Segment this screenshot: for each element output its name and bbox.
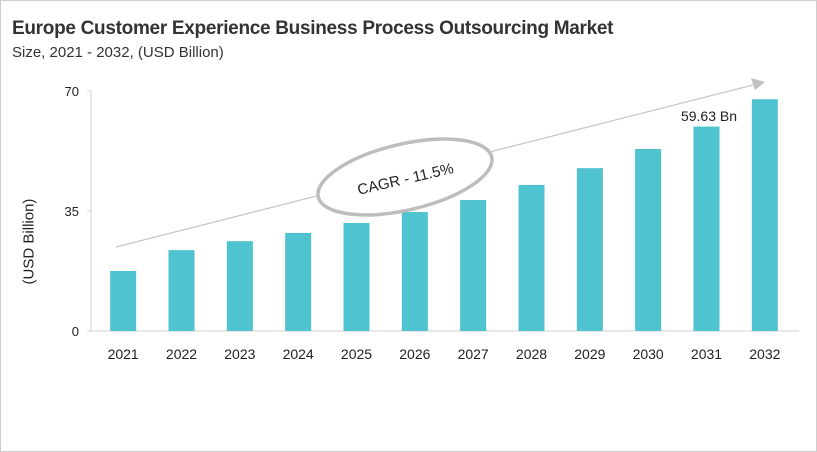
bar-2025 bbox=[343, 223, 370, 331]
chart-title: Europe Customer Experience Business Proc… bbox=[12, 18, 614, 39]
bar-2024 bbox=[285, 232, 312, 331]
x-tick-label: 2028 bbox=[516, 346, 547, 362]
x-tick-label: 2030 bbox=[633, 346, 664, 362]
x-tick-label: 2021 bbox=[108, 346, 139, 362]
bar-2022 bbox=[168, 250, 195, 331]
bar-2026 bbox=[401, 212, 428, 331]
bar-2030 bbox=[635, 148, 662, 331]
data-label-2031: 59.63 Bn bbox=[681, 108, 737, 124]
trend-arrowhead bbox=[751, 78, 765, 90]
bar-2031 bbox=[693, 126, 720, 331]
x-tick-label: 2022 bbox=[166, 346, 197, 362]
cagr-ellipse bbox=[316, 137, 494, 217]
bar-2023 bbox=[226, 241, 253, 331]
x-tick-label: 2026 bbox=[399, 346, 430, 362]
chart-subtitle: Size, 2021 - 2032, (USD Billion) bbox=[12, 44, 224, 61]
x-tick-label: 2031 bbox=[691, 346, 722, 362]
bar-2029 bbox=[576, 168, 603, 331]
x-tick-label: 2032 bbox=[749, 346, 780, 362]
x-tick-label: 2029 bbox=[574, 346, 605, 362]
x-tick-label: 2025 bbox=[341, 346, 372, 362]
y-tick-label: 0 bbox=[72, 324, 79, 339]
bar-2032 bbox=[751, 99, 778, 331]
bar-2027 bbox=[460, 200, 487, 331]
x-tick-label: 2023 bbox=[224, 346, 255, 362]
y-tick-label: 70 bbox=[65, 84, 79, 99]
bar-2021 bbox=[110, 271, 137, 331]
bar-2028 bbox=[518, 184, 545, 331]
x-tick-label: 2027 bbox=[458, 346, 489, 362]
x-tick-label: 2024 bbox=[283, 346, 314, 362]
y-tick-label: 35 bbox=[65, 204, 79, 219]
